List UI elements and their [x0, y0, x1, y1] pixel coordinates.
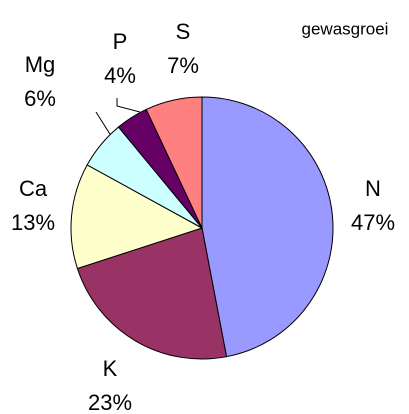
pie-slice: [70, 164, 204, 270]
slice-value-label: 13%: [11, 210, 55, 235]
slice-label: Ca: [19, 176, 48, 201]
pie-slice: [201, 96, 334, 358]
slice-value-label: 6%: [24, 86, 56, 111]
slice-label: Mg: [25, 52, 56, 77]
chart-title: gewasgroei: [302, 19, 389, 38]
slice-value-label: 7%: [167, 53, 199, 78]
slice-label: N: [365, 176, 381, 201]
pie-slice: [76, 227, 228, 360]
leader-line: [116, 98, 141, 113]
slice-label: S: [176, 19, 191, 44]
pie-slice: [145, 96, 203, 229]
slice-label: K: [103, 356, 118, 381]
slice-value-label: 47%: [351, 210, 395, 235]
slice-value-label: 23%: [88, 390, 132, 414]
slice-label: P: [113, 29, 128, 54]
slice-value-label: 4%: [104, 63, 136, 88]
